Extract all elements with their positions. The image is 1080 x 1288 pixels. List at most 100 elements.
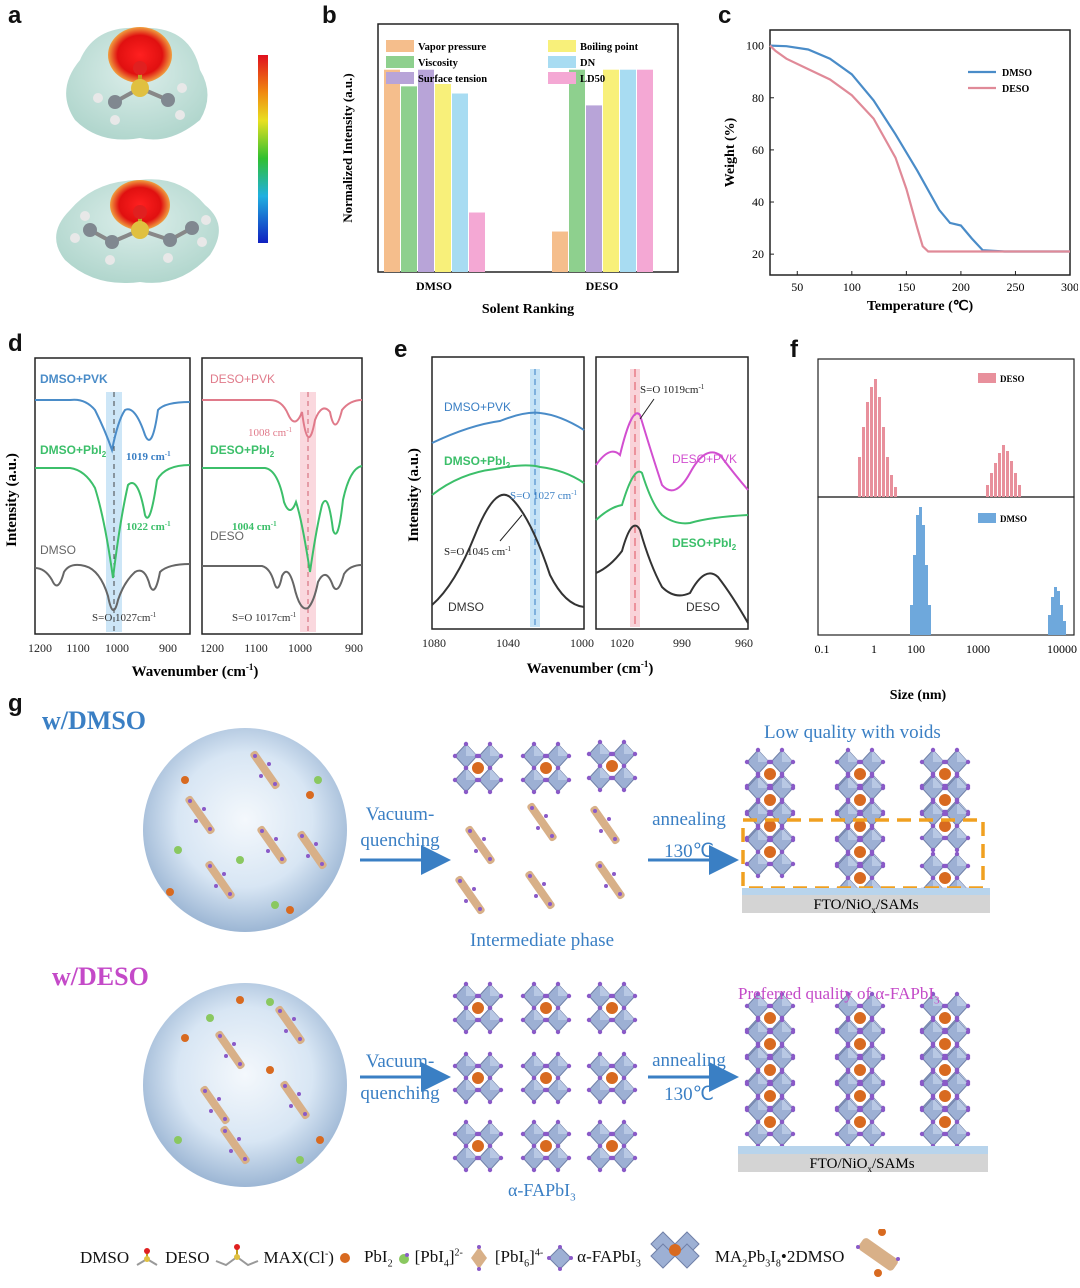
b-ylabel: Normalized Intensity (a.u.) bbox=[340, 73, 355, 223]
legend-pbi4-text: [PbI bbox=[414, 1246, 444, 1266]
d-left-mid-label: DMSO+PbI2 bbox=[40, 443, 107, 459]
dmso-substrate-top bbox=[742, 888, 990, 895]
deso-substrate-label: FTO/NiOx/SAMs bbox=[809, 1156, 914, 1174]
legend-pbi2-text: PbI bbox=[363, 1246, 388, 1266]
b-bar-deso-2 bbox=[586, 105, 602, 273]
f-top-bar-16 bbox=[1010, 461, 1013, 497]
panel-label-g: g bbox=[8, 690, 23, 717]
f-bottom-bar-3 bbox=[919, 507, 922, 635]
e-xlabel: Wavenumber (cm-1) bbox=[527, 659, 654, 677]
deso-film-cluster bbox=[920, 1096, 970, 1148]
legend-ma-dmso: •2DMSO bbox=[780, 1246, 845, 1266]
legend-alpha: α-FAPbI3 bbox=[577, 1246, 641, 1270]
f-bottom-frame bbox=[817, 496, 1075, 636]
f-top-bar-6 bbox=[882, 427, 885, 497]
d-deso-pvk-line bbox=[202, 399, 363, 438]
c-ylabel: Weight (%) bbox=[723, 117, 738, 187]
svg-text:1200: 1200 bbox=[28, 641, 52, 655]
d-right-annot-1: 1008 cm-1 bbox=[248, 426, 293, 439]
b-legend-swatch-3 bbox=[548, 40, 576, 52]
b-frame bbox=[377, 23, 679, 273]
b-bar-deso-1 bbox=[569, 69, 585, 272]
d-deso-pbi2-line bbox=[202, 465, 363, 573]
vacuum-label-1: Vacuum- quenching bbox=[358, 802, 442, 854]
legend-ma: MA2Pb3I8•2DMSO bbox=[714, 1246, 845, 1270]
f-bottom-bar-6 bbox=[928, 605, 931, 635]
f-top-bar-13 bbox=[998, 453, 1001, 497]
c-xtick-5: 300 bbox=[1061, 280, 1078, 294]
c-frame bbox=[769, 29, 1071, 276]
legend-pbi6: [PbI6]4- bbox=[494, 1246, 544, 1270]
c-xtick-2: 150 bbox=[897, 280, 915, 294]
e-right-highlight bbox=[630, 369, 640, 627]
f-top-bar-4 bbox=[874, 379, 877, 497]
e-right-frame bbox=[595, 356, 749, 630]
scheme-graphics: FTO/NiOx/SAMs FTO/NiOx/SAMs bbox=[143, 728, 990, 1187]
alpha-fapbi3-label: α-FAPbI3 bbox=[508, 1180, 576, 1204]
bottom-legend: DMSO DESO MAX(Cl-) PbI2 [PbI4]2- [PbI6]4… bbox=[80, 1229, 1080, 1278]
b-legend-label-1: Viscosity bbox=[418, 58, 459, 69]
svg-text:1200: 1200 bbox=[200, 641, 224, 655]
f-bottom-bar-7 bbox=[1048, 615, 1051, 635]
b-bar-dmso-1 bbox=[401, 86, 417, 272]
f-top-bar-1 bbox=[862, 427, 865, 497]
e-l-top-label: DMSO+PVK bbox=[444, 400, 511, 414]
b-legend-swatch-1 bbox=[386, 56, 414, 68]
d-deso-line bbox=[202, 564, 363, 610]
legend-pbi2: PbI2 bbox=[363, 1246, 393, 1270]
b-legend-label-2: Surface tension bbox=[418, 74, 487, 85]
c-line-deso bbox=[769, 44, 1070, 253]
annealing-label-2: annealing 130℃ bbox=[644, 1044, 734, 1112]
b-xtick-0: DMSO bbox=[416, 279, 452, 293]
panel-label-d: d bbox=[8, 330, 23, 357]
legend-alpha-text: α-FAPbI bbox=[577, 1246, 636, 1266]
f-top-bar-3 bbox=[870, 387, 873, 497]
dmso-substrate-base bbox=[742, 895, 990, 913]
vacuum-label-2-l2: quenching bbox=[360, 1083, 440, 1104]
d-left-top-label: DMSO+PVK bbox=[40, 372, 108, 386]
svg-text:1100: 1100 bbox=[66, 641, 90, 655]
annealing-temp-2: 130℃ bbox=[664, 1084, 714, 1105]
alpha-fapbi3-graphic bbox=[453, 982, 637, 1172]
preferred-quality-label: Preferred quality of α-FAPbI3 bbox=[738, 984, 940, 1007]
pbi2-icon bbox=[398, 1253, 409, 1264]
svg-text:900: 900 bbox=[159, 641, 177, 655]
f-bottom-bar-4 bbox=[922, 525, 925, 635]
ma2pb3i8-icon bbox=[856, 1229, 901, 1277]
deso-film-cluster bbox=[745, 1096, 795, 1148]
f-bottom-bar-9 bbox=[1054, 587, 1057, 635]
f-top-bar-10 bbox=[986, 485, 989, 497]
e-left-highlight bbox=[530, 369, 540, 627]
f-top-bar-0 bbox=[858, 457, 861, 497]
legend-max: MAX(Cl-) bbox=[263, 1248, 334, 1267]
e-ylabel: Intensity (a.u.) bbox=[406, 448, 422, 542]
d-right-mid-label: DESO+PbI2 bbox=[210, 443, 275, 459]
f-bottom-bar-0 bbox=[910, 605, 913, 635]
dmso-substrate-label: FTO/NiOx/SAMs bbox=[813, 897, 918, 915]
vacuum-label-2: Vacuum- quenching bbox=[358, 1046, 442, 1110]
preferred-quality-text: Preferred quality of α-FAPbI bbox=[738, 984, 935, 1003]
f-top-bar-12 bbox=[994, 463, 997, 497]
c-xtick-0: 50 bbox=[791, 280, 803, 294]
b-legend-swatch-2 bbox=[386, 72, 414, 84]
legend-dmso: DMSO bbox=[80, 1248, 130, 1267]
b-legend-label-4: DN bbox=[580, 58, 596, 69]
c-ytick-0: 20 bbox=[752, 247, 764, 261]
d-left-annot-1: 1019 cm-1 bbox=[126, 450, 171, 463]
f-top-bar-9 bbox=[894, 487, 897, 497]
b-legend-label-3: Boiling point bbox=[580, 42, 639, 53]
d-left-annot-3: S=O 1027cm-1 bbox=[92, 611, 157, 624]
b-legend-swatch-0 bbox=[386, 40, 414, 52]
f-xlabel: Size (nm) bbox=[890, 688, 947, 703]
f-bottom-bar-1 bbox=[913, 555, 916, 635]
vacuum-label-2-l1: Vacuum- bbox=[365, 1051, 435, 1072]
svg-text:990: 990 bbox=[673, 636, 691, 650]
panel-label-f: f bbox=[790, 336, 798, 363]
annealing-label-1: annealing 130℃ bbox=[644, 804, 734, 868]
c-legend-label-1: DESO bbox=[1002, 84, 1029, 95]
e-r-top-label: DESO+PVK bbox=[672, 452, 737, 466]
f-xtick-0: 0.1 bbox=[815, 642, 830, 656]
b-bar-deso-0 bbox=[552, 231, 568, 272]
d-right-bot-label: DESO bbox=[210, 529, 244, 543]
f-top-legend-swatch bbox=[978, 373, 996, 383]
